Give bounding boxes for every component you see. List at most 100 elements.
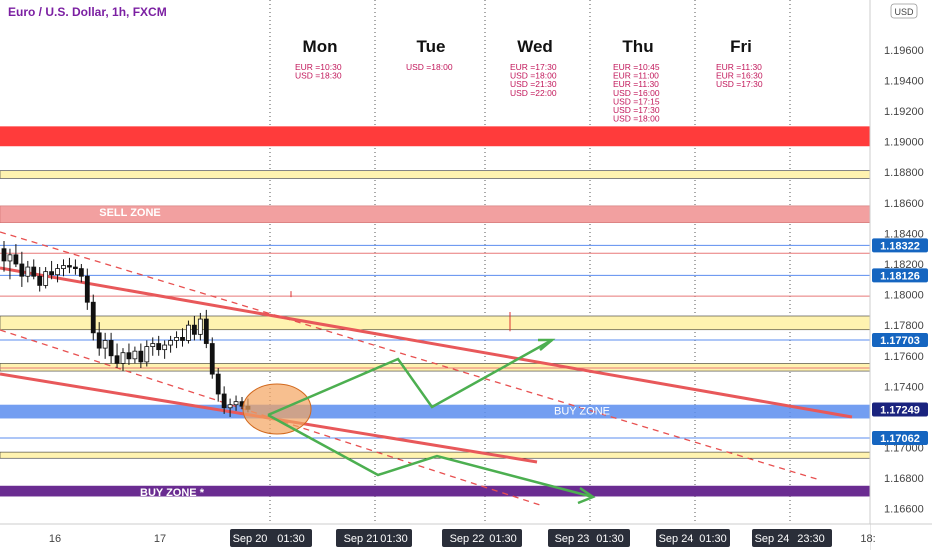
time-label-badge: [442, 529, 522, 547]
time-tick-label: Sep 23: [555, 533, 590, 545]
current-price-label: 1.17249: [880, 404, 920, 416]
day-heading-wed: Wed: [517, 37, 553, 56]
time-tick-label: Sep 24: [755, 533, 790, 545]
currency-badge-label[interactable]: USD: [894, 7, 914, 17]
economic-event: USD =22:00: [510, 88, 557, 98]
candle-body: [227, 404, 233, 409]
time-tick-label: 17: [154, 533, 166, 545]
time-tick-label: 18:: [860, 533, 875, 545]
time-tick-label: 23:30: [797, 533, 825, 545]
current-price-badge: [872, 402, 928, 417]
candle-body: [203, 318, 209, 344]
price-tick-label: 1.18800: [884, 167, 924, 179]
candle-body: [13, 254, 19, 265]
economic-event: EUR =10:30: [295, 62, 342, 72]
economic-event: USD =17:30: [613, 105, 660, 115]
buy-zone-lower-band: [0, 485, 870, 497]
candle-body: [108, 340, 114, 357]
projection-arrowhead: [577, 486, 596, 505]
time-label-badge: [656, 529, 730, 547]
chart-title: Euro / U.S. Dollar, 1h, FXCM: [8, 5, 167, 19]
day-heading-thu: Thu: [622, 37, 653, 56]
candle-body: [31, 266, 37, 277]
economic-event: EUR =11:30: [716, 62, 762, 72]
candle-body: [144, 346, 150, 363]
time-axis-background: [0, 524, 870, 550]
price-tick-label: 1.19400: [884, 75, 924, 87]
yellow-band: [0, 363, 871, 372]
time-label-badge: [230, 529, 312, 547]
time-tick-label: Sep 20: [233, 533, 268, 545]
red-resistance-band: [0, 126, 870, 147]
candle-body: [96, 332, 102, 349]
economic-event: EUR =16:30: [716, 71, 763, 81]
buy-zone-band: [0, 404, 870, 419]
level-price-badge: [872, 333, 928, 348]
price-tick-label: 1.18400: [884, 228, 924, 240]
economic-event: USD =17:15: [613, 96, 660, 106]
candle-body: [180, 337, 185, 341]
economic-event: USD =18:30: [295, 71, 342, 81]
candle-body: [55, 268, 60, 276]
economic-event: USD =18:00: [510, 71, 557, 81]
candle-body: [174, 337, 179, 341]
candle-body: [7, 254, 13, 262]
price-tick-label: 1.19000: [884, 137, 924, 149]
bullish-projection-path: [267, 338, 553, 417]
day-heading-fri: Fri: [730, 37, 752, 56]
sell-zone-label: SELL ZONE: [99, 207, 161, 219]
candle-body: [67, 265, 72, 268]
time-tick-label: Sep 24: [659, 533, 694, 545]
candle-body: [126, 352, 132, 360]
economic-event: EUR =17:30: [510, 62, 557, 72]
candle-body: [114, 355, 120, 364]
time-tick-label: 16: [49, 533, 61, 545]
economic-event: EUR =10:45: [613, 62, 660, 72]
buy-zone-label: BUY ZONE: [554, 406, 610, 418]
candle-body: [162, 344, 168, 351]
candle-body: [25, 266, 31, 277]
candle-body: [186, 324, 191, 341]
economic-event: USD =16:00: [613, 88, 660, 98]
candle-body: [215, 373, 221, 395]
candle-body: [168, 340, 174, 346]
yellow-band: [0, 170, 871, 179]
price-tick-label: 1.17400: [884, 381, 924, 393]
candle-body: [73, 266, 78, 269]
candle-body: [138, 350, 144, 363]
candle-body: [49, 271, 54, 276]
day-heading-tue: Tue: [417, 37, 446, 56]
level-price-label: 1.17703: [880, 335, 920, 347]
channel-upper-line: [0, 266, 853, 419]
candle-body: [90, 301, 96, 334]
yellow-band: [0, 315, 871, 331]
level-price-label: 1.18126: [880, 270, 920, 282]
dashed-trend-line: [0, 329, 541, 506]
level-price-badge: [872, 431, 928, 446]
price-tick-label: 1.16800: [884, 473, 924, 485]
level-price-label: 1.18322: [880, 240, 920, 252]
candle-body: [120, 352, 126, 364]
economic-event: USD =17:30: [716, 79, 763, 89]
economic-event: USD =18:00: [406, 62, 453, 72]
level-price-badge: [872, 268, 928, 283]
price-tick-label: 1.18200: [884, 259, 924, 271]
candle-body: [132, 350, 138, 360]
candle-body: [150, 343, 156, 347]
buy-zone-lower-label: BUY ZONE *: [140, 487, 205, 499]
candle-body: [78, 268, 84, 277]
economic-event: EUR =11:00: [613, 71, 659, 81]
candle-body: [37, 275, 43, 286]
candle-body: [61, 265, 66, 269]
level-price-badge: [872, 238, 928, 253]
day-heading-mon: Mon: [303, 37, 338, 56]
time-tick-label: Sep 22: [450, 533, 485, 545]
highlight-ellipse: [242, 383, 312, 435]
candle-body: [43, 271, 49, 286]
currency-badge[interactable]: [890, 3, 918, 19]
price-tick-label: 1.19600: [884, 45, 924, 57]
economic-event: USD =18:00: [613, 114, 660, 124]
price-tick-label: 1.17800: [884, 320, 924, 332]
candle-body: [84, 275, 90, 303]
